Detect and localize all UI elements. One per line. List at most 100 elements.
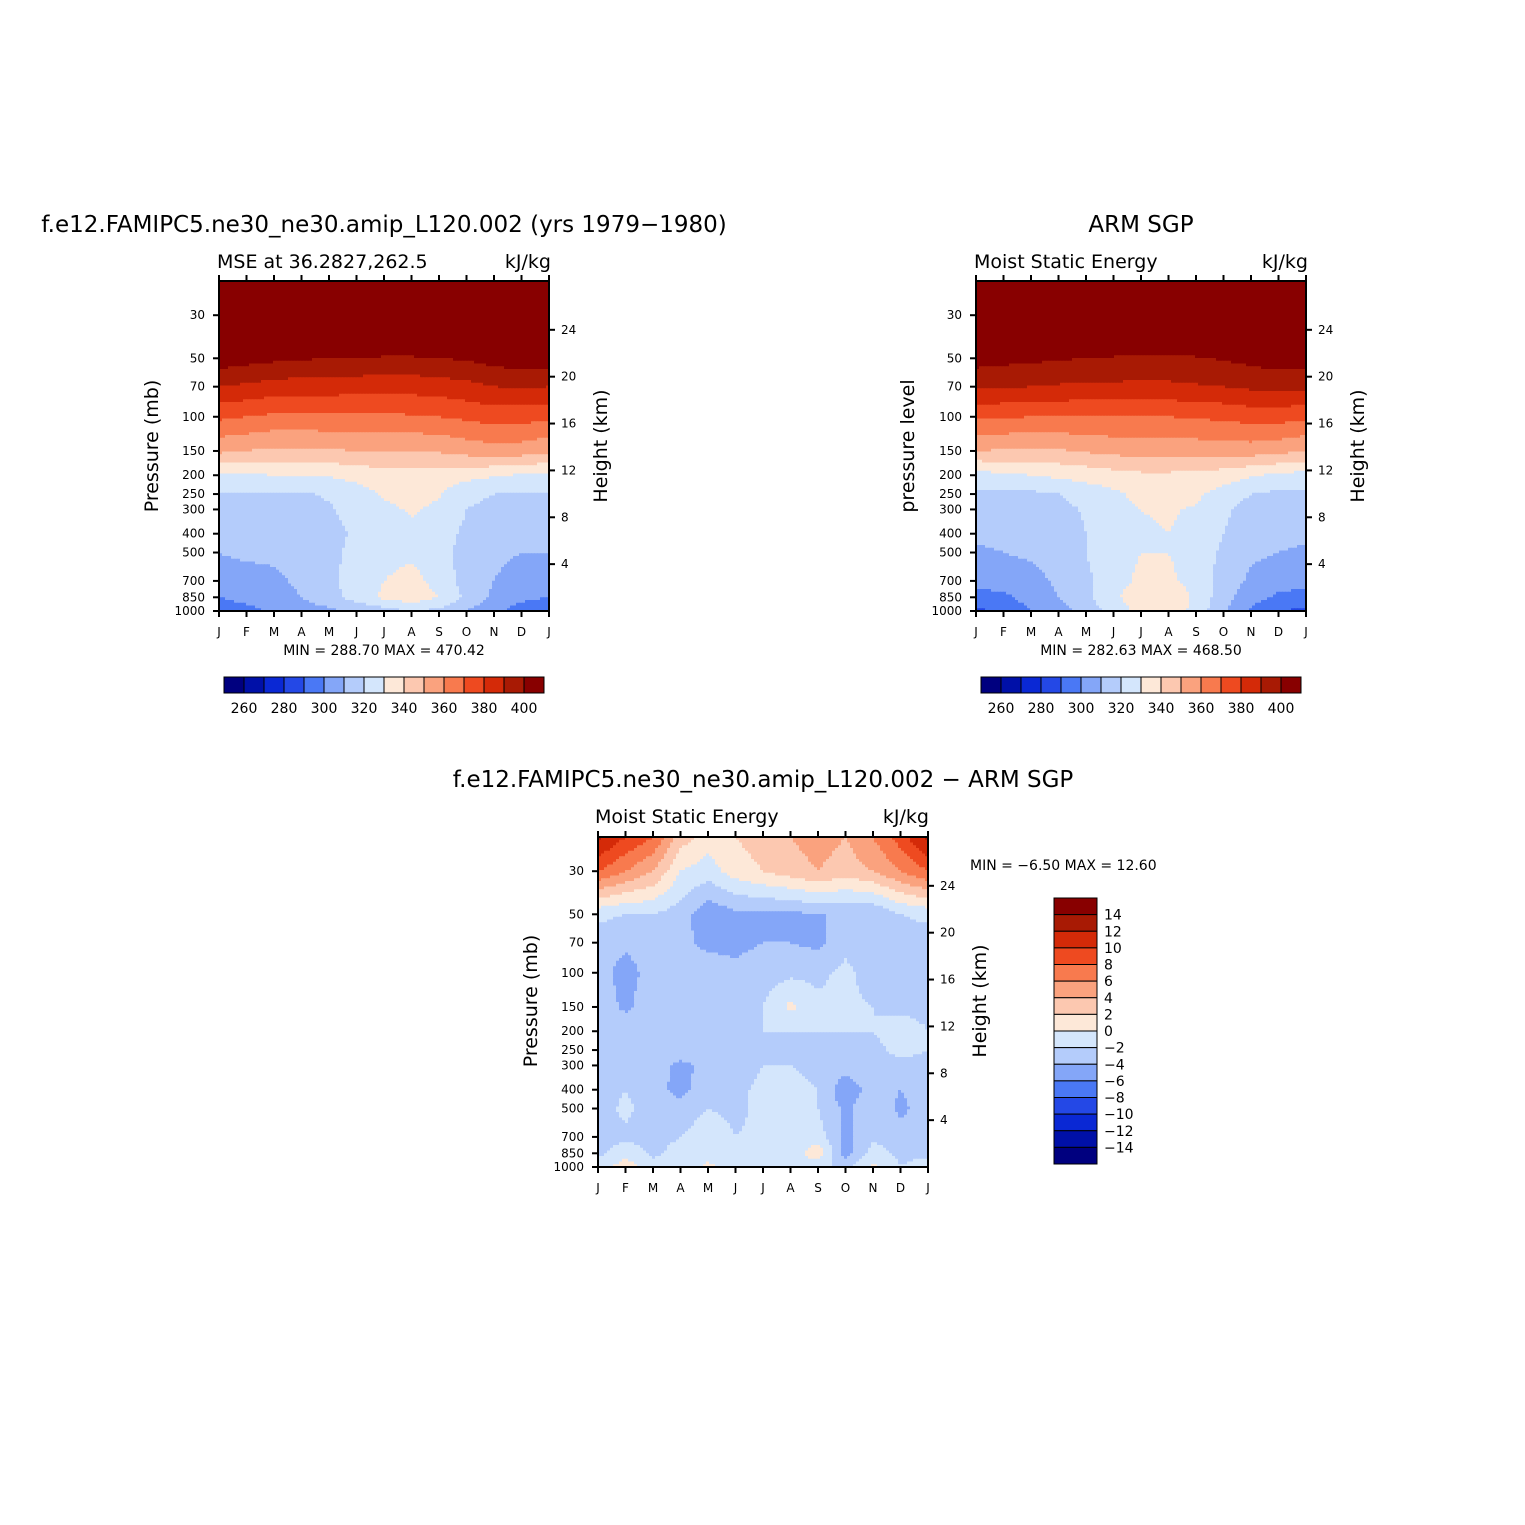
- contour-cell: [363, 300, 367, 304]
- contour-cell: [483, 369, 487, 373]
- contour-cell: [285, 311, 289, 315]
- contour-cell: [483, 322, 487, 326]
- contour-cell: [222, 360, 226, 365]
- contour-cell: [318, 311, 322, 315]
- contour-cell: [507, 344, 511, 348]
- contour-cell: [423, 352, 427, 356]
- contour-cell: [270, 366, 274, 370]
- contour-cell: [264, 294, 268, 299]
- contour-cell: [450, 325, 454, 329]
- contour-cell: [462, 338, 466, 343]
- contour-cell: [423, 363, 427, 367]
- contour-cell: [225, 341, 229, 345]
- contour-cell: [420, 292, 424, 296]
- contour-cell: [378, 369, 382, 373]
- contour-cell: [333, 393, 337, 398]
- contour-cell: [453, 349, 457, 354]
- contour-cell: [387, 305, 391, 310]
- contour-cell: [315, 325, 319, 329]
- contour-cell: [324, 385, 328, 389]
- contour-cell: [474, 396, 478, 400]
- contour-cell: [375, 325, 379, 329]
- contour-cell: [408, 385, 412, 389]
- contour-cell: [237, 399, 241, 403]
- contour-cell: [387, 380, 391, 384]
- contour-cell: [507, 402, 511, 406]
- contour-cell: [414, 319, 418, 323]
- contour-cell: [465, 344, 469, 348]
- contour-cell: [531, 314, 535, 318]
- contour-cell: [420, 393, 424, 398]
- contour-cell: [444, 352, 448, 356]
- contour-cell: [366, 391, 370, 395]
- contour-cell: [408, 399, 412, 403]
- contour-cell: [225, 352, 229, 356]
- contour-cell: [294, 300, 298, 304]
- contour-cell: [246, 292, 250, 296]
- contour-cell: [465, 294, 469, 299]
- contour-cell: [384, 292, 388, 296]
- contour-cell: [261, 322, 265, 326]
- contour-cell: [381, 374, 385, 378]
- contour-cell: [450, 319, 454, 323]
- contour-cell: [483, 303, 487, 307]
- contour-cell: [489, 338, 493, 343]
- contour-cell: [378, 283, 382, 288]
- contour-cell: [228, 314, 232, 318]
- contour-cell: [498, 385, 502, 389]
- contour-cell: [246, 355, 250, 359]
- contour-cell: [528, 286, 532, 290]
- contour-cell: [525, 336, 529, 340]
- contour-cell: [525, 327, 529, 332]
- contour-cell: [297, 308, 301, 312]
- contour-cell: [525, 363, 529, 367]
- contour-cell: [351, 377, 355, 381]
- contour-cell: [261, 349, 265, 354]
- contour-cell: [531, 374, 535, 378]
- contour-cell: [342, 292, 346, 296]
- contour-cell: [501, 402, 505, 406]
- contour-cell: [525, 374, 529, 378]
- contour-cell: [360, 347, 364, 351]
- contour-cell: [453, 391, 457, 395]
- contour-cell: [408, 325, 412, 329]
- contour-cell: [267, 404, 271, 409]
- contour-cell: [282, 377, 286, 381]
- contour-cell: [300, 360, 304, 365]
- contour-cell: [384, 325, 388, 329]
- contour-cell: [267, 352, 271, 356]
- contour-cell: [411, 371, 415, 376]
- contour-cell: [303, 366, 307, 370]
- contour-cell: [534, 286, 538, 290]
- contour-cell: [342, 336, 346, 340]
- contour-cell: [243, 297, 247, 301]
- contour-cell: [411, 336, 415, 340]
- contour-cell: [453, 380, 457, 384]
- contour-cell: [444, 388, 448, 392]
- contour-cell: [459, 289, 463, 293]
- contour-cell: [360, 292, 364, 296]
- contour-cell: [264, 347, 268, 351]
- contour-cell: [528, 382, 532, 387]
- contour-cell: [303, 399, 307, 403]
- contour-cell: [363, 388, 367, 392]
- contour-cell: [261, 297, 265, 301]
- contour-cell: [396, 374, 400, 378]
- contour-cell: [408, 358, 412, 362]
- contour-cell: [498, 399, 502, 403]
- contour-cell: [351, 325, 355, 329]
- contour-cell: [387, 358, 391, 362]
- contour-cell: [336, 330, 340, 334]
- contour-cell: [501, 347, 505, 351]
- contour-cell: [324, 281, 328, 285]
- contour-cell: [483, 281, 487, 285]
- contour-cell: [231, 391, 235, 395]
- contour-cell: [321, 377, 325, 381]
- contour-cell: [495, 371, 499, 376]
- contour-cell: [405, 303, 409, 307]
- contour-cell: [495, 385, 499, 389]
- contour-cell: [315, 388, 319, 392]
- contour-cell: [324, 322, 328, 326]
- contour-cell: [423, 369, 427, 373]
- contour-cell: [480, 333, 484, 337]
